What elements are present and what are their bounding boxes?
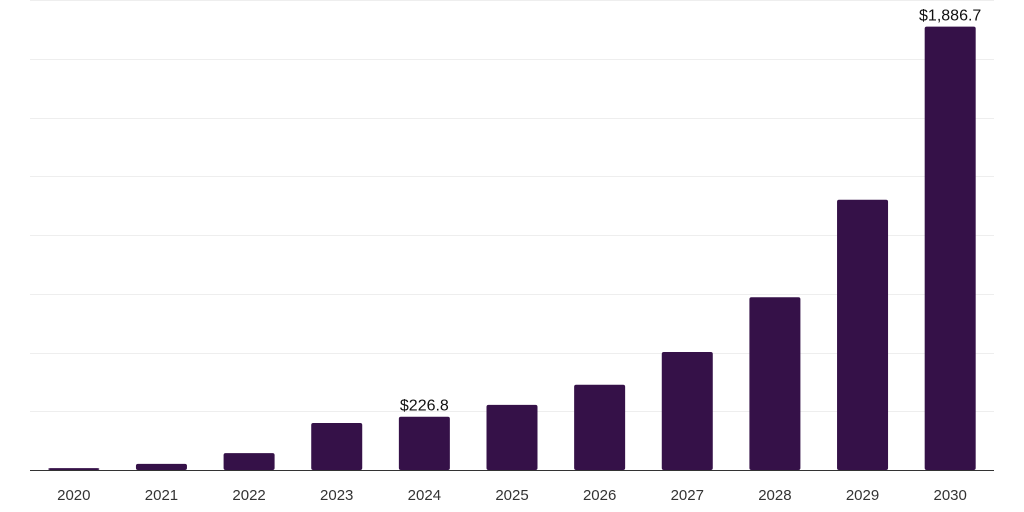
bar-2023 <box>311 423 363 470</box>
bar-2022 <box>223 453 275 470</box>
data-label-2024: $226.8 <box>400 398 449 415</box>
bar-2021 <box>135 463 187 470</box>
bar-2028 <box>749 297 801 470</box>
bar-2030 <box>924 26 976 471</box>
x-tick-label-2028: 2028 <box>758 487 791 504</box>
gridlines <box>30 0 994 412</box>
bar-2026 <box>574 384 626 470</box>
x-tick-label-2020: 2020 <box>57 487 90 504</box>
bar-2025 <box>486 404 538 470</box>
x-tick-label-2027: 2027 <box>671 487 704 504</box>
data-label-2030: $1,886.7 <box>919 8 981 25</box>
x-tick-label-2021: 2021 <box>145 487 178 504</box>
bar-2029 <box>837 199 889 470</box>
bar-2020 <box>48 468 100 470</box>
x-tick-label-2026: 2026 <box>583 487 616 504</box>
data-labels: $226.8 $1,886.7 <box>400 8 982 415</box>
x-tick-label-2030: 2030 <box>933 487 966 504</box>
bar-2024 <box>398 416 450 470</box>
bar-2027 <box>661 352 713 470</box>
x-tick-label-2025: 2025 <box>495 487 528 504</box>
x-tick-label-2023: 2023 <box>320 487 353 504</box>
x-tick-label-2029: 2029 <box>846 487 879 504</box>
bars <box>48 26 976 471</box>
x-tick-label-2024: 2024 <box>408 487 441 504</box>
x-tick-label-2022: 2022 <box>232 487 265 504</box>
x-axis-ticks: 2020 2021 2022 2023 2024 2025 2026 2027 2028 2029… <box>57 487 967 504</box>
